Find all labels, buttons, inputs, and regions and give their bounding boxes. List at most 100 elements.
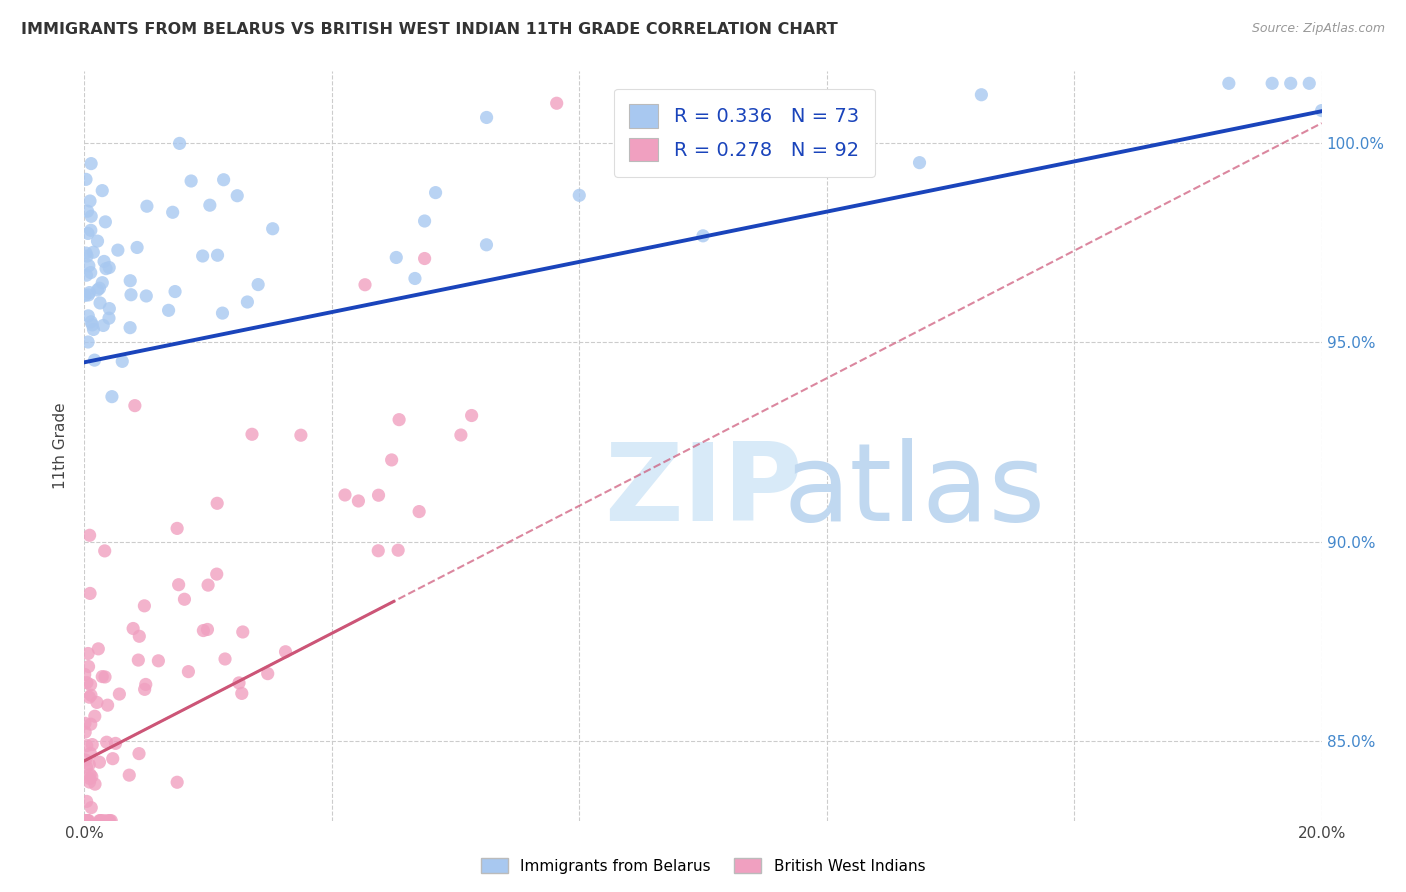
Text: Source: ZipAtlas.com: Source: ZipAtlas.com	[1251, 22, 1385, 36]
Point	[89, 281, 111, 295]
Point	[79, 285, 101, 300]
Point	[127, 240, 149, 254]
Point	[75, 725, 97, 739]
Point	[79, 772, 101, 786]
Point	[93, 814, 115, 828]
Point	[128, 747, 150, 761]
Point	[247, 277, 270, 292]
Point	[256, 666, 278, 681]
Point	[228, 676, 250, 690]
Point	[118, 768, 141, 782]
Point	[1261, 76, 1284, 90]
Point	[79, 767, 101, 781]
Point	[157, 303, 180, 318]
Point	[80, 156, 103, 170]
Point	[98, 311, 121, 326]
Point	[79, 194, 101, 208]
Point	[97, 698, 120, 713]
Point	[193, 624, 215, 638]
Point	[162, 205, 184, 219]
Point	[83, 709, 105, 723]
Point	[79, 775, 101, 789]
Legend: R = 0.336   N = 73, R = 0.278   N = 92: R = 0.336 N = 73, R = 0.278 N = 92	[614, 88, 875, 177]
Point	[568, 188, 591, 202]
Point	[73, 667, 96, 681]
Point	[98, 301, 121, 316]
Point	[94, 215, 117, 229]
Point	[135, 199, 157, 213]
Point	[388, 412, 411, 426]
Point	[475, 237, 498, 252]
Point	[124, 399, 146, 413]
Point	[80, 770, 103, 784]
Point	[82, 318, 104, 332]
Point	[167, 577, 190, 591]
Point	[107, 243, 129, 257]
Point	[80, 209, 103, 223]
Point	[127, 653, 149, 667]
Point	[387, 543, 409, 558]
Point	[165, 285, 187, 299]
Point	[90, 814, 112, 828]
Point	[173, 592, 195, 607]
Point	[75, 753, 97, 767]
Point	[460, 409, 482, 423]
Point	[79, 757, 101, 772]
Point	[546, 96, 568, 111]
Point	[76, 814, 98, 828]
Point	[89, 755, 111, 769]
Point	[1310, 103, 1333, 118]
Point	[425, 186, 447, 200]
Point	[93, 254, 115, 268]
Point	[692, 228, 714, 243]
Point	[77, 259, 100, 273]
Point	[197, 578, 219, 592]
Point	[262, 221, 284, 235]
Point	[367, 543, 389, 558]
Point	[104, 736, 127, 750]
Point	[381, 453, 404, 467]
Point	[413, 252, 436, 266]
Point	[96, 735, 118, 749]
Point	[120, 320, 142, 334]
Point	[236, 295, 259, 310]
Point	[166, 775, 188, 789]
Point	[135, 289, 157, 303]
Point	[367, 488, 389, 502]
Point	[76, 675, 98, 690]
Point	[100, 814, 122, 828]
Point	[75, 246, 97, 260]
Point	[970, 87, 993, 102]
Legend: Immigrants from Belarus, British West Indians: Immigrants from Belarus, British West In…	[475, 852, 931, 880]
Point	[77, 288, 100, 302]
Point	[94, 261, 117, 276]
Point	[177, 665, 200, 679]
Point	[148, 654, 170, 668]
Point	[212, 173, 235, 187]
Point	[122, 622, 145, 636]
Point	[79, 586, 101, 600]
Point	[77, 227, 100, 241]
Point	[80, 717, 103, 731]
Point	[79, 746, 101, 760]
Point	[83, 353, 105, 368]
Point	[98, 814, 121, 828]
Point	[97, 814, 120, 828]
Point	[120, 287, 142, 301]
Point	[385, 251, 408, 265]
Point	[111, 354, 134, 368]
Point	[76, 249, 98, 263]
Point	[79, 528, 101, 542]
Text: ZIP: ZIP	[605, 438, 803, 544]
Point	[166, 521, 188, 535]
Point	[205, 496, 228, 510]
Point	[108, 687, 131, 701]
Point	[86, 695, 108, 709]
Point	[231, 686, 253, 700]
Point	[82, 322, 104, 336]
Point	[86, 283, 108, 297]
Point	[98, 260, 121, 275]
Point	[84, 777, 107, 791]
Text: IMMIGRANTS FROM BELARUS VS BRITISH WEST INDIAN 11TH GRADE CORRELATION CHART: IMMIGRANTS FROM BELARUS VS BRITISH WEST …	[21, 22, 838, 37]
Y-axis label: 11th Grade: 11th Grade	[53, 402, 69, 490]
